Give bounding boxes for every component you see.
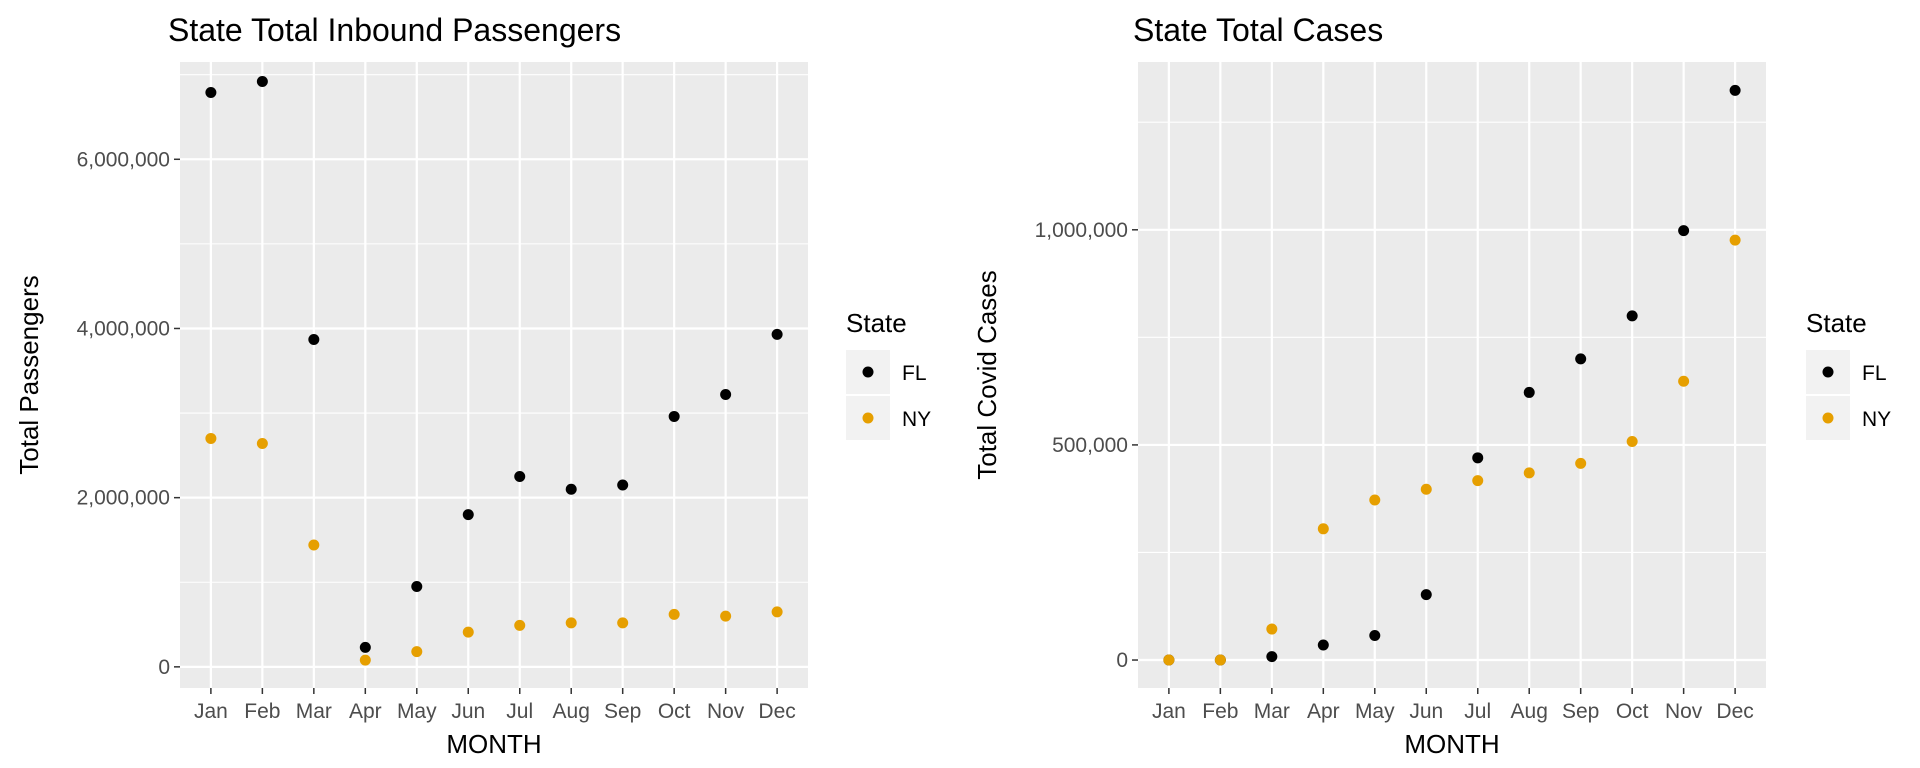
data-point-fl: [617, 479, 629, 491]
data-point-ny: [462, 626, 474, 638]
y-tick-label: 4,000,000: [77, 317, 170, 340]
plot-background: [180, 62, 808, 688]
x-tick-label: Mar: [1254, 700, 1290, 723]
data-point-ny: [205, 432, 217, 444]
data-point-ny: [308, 539, 320, 551]
y-tick-label: 1,000,000: [1035, 219, 1128, 242]
data-point-fl: [359, 641, 371, 653]
data-point-fl: [668, 410, 680, 422]
x-tick-label: Oct: [1616, 700, 1649, 723]
data-point-fl: [720, 388, 732, 400]
y-axis-title: Total Covid Cases: [972, 270, 1002, 480]
x-tick-label: May: [1355, 700, 1395, 723]
y-tick-label: 2,000,000: [77, 487, 170, 510]
data-point-ny: [1317, 523, 1329, 535]
x-axis-title: MONTH: [446, 729, 541, 759]
data-point-ny: [1523, 467, 1535, 479]
data-point-ny: [359, 654, 371, 666]
x-tick-label: Jan: [1152, 700, 1186, 723]
chart-title: State Total Inbound Passengers: [168, 12, 621, 48]
data-point-fl: [1729, 84, 1741, 96]
data-point-ny: [411, 646, 423, 658]
legend-key-ny: [862, 412, 874, 424]
data-point-fl: [1523, 386, 1535, 398]
legend-title: State: [1806, 308, 1867, 338]
x-tick-label: Mar: [296, 700, 332, 723]
x-tick-label: Nov: [707, 700, 745, 723]
data-point-fl: [514, 471, 526, 483]
data-point-ny: [565, 617, 577, 629]
data-point-fl: [462, 509, 474, 521]
data-point-fl: [411, 580, 423, 592]
data-point-ny: [1420, 483, 1432, 495]
cases-scatter-chart: State Total Cases 0 500,000 1,000,000 Jan Feb…: [972, 12, 1891, 759]
y-axis-title: Total Passengers: [14, 275, 44, 474]
legend-key-fl: [862, 366, 874, 378]
data-point-fl: [1317, 639, 1329, 651]
x-tick-label: Jul: [1464, 700, 1491, 723]
data-point-fl: [771, 328, 783, 340]
data-point-fl: [256, 75, 268, 87]
data-point-ny: [1214, 654, 1226, 666]
legend-label: FL: [902, 362, 927, 385]
data-point-ny: [1678, 375, 1690, 387]
passengers-chart-panel: State Total Inbound Passengers 0 2,000,000…: [14, 12, 931, 759]
chart-title: State Total Cases: [1133, 12, 1383, 48]
data-point-ny: [514, 619, 526, 631]
data-point-ny: [1472, 475, 1484, 487]
x-tick-label: Nov: [1665, 700, 1703, 723]
x-tick-label: Jul: [506, 700, 533, 723]
data-point-fl: [565, 483, 577, 495]
legend-label: NY: [1862, 408, 1891, 431]
y-tick-label: 6,000,000: [77, 148, 170, 171]
x-tick-label: Aug: [553, 700, 590, 723]
x-tick-label: Jun: [451, 700, 485, 723]
x-tick-label: Apr: [349, 700, 382, 723]
data-point-ny: [668, 608, 680, 620]
x-tick-label: Feb: [1202, 700, 1238, 723]
data-point-fl: [1420, 589, 1432, 601]
x-tick-label: Sep: [604, 700, 641, 723]
x-tick-label: Jun: [1409, 700, 1443, 723]
data-point-fl: [1575, 353, 1587, 365]
x-tick-label: Dec: [1716, 700, 1753, 723]
data-point-fl: [205, 86, 217, 98]
x-axis-title: MONTH: [1404, 729, 1499, 759]
legend-key-ny: [1822, 412, 1834, 424]
y-tick-label: 0: [1116, 649, 1128, 672]
data-point-ny: [771, 606, 783, 618]
x-tick-label: Sep: [1562, 700, 1599, 723]
data-point-ny: [1626, 435, 1638, 447]
x-tick-label: May: [397, 700, 437, 723]
data-point-ny: [1163, 654, 1175, 666]
x-tick-label: Jan: [194, 700, 228, 723]
plot-background: [1138, 62, 1766, 688]
legend-key-fl: [1822, 366, 1834, 378]
data-point-fl: [1678, 225, 1690, 237]
x-tick-label: Aug: [1511, 700, 1548, 723]
cases-chart-panel: State Total Cases 0 500,000 1,000,000 Jan Feb…: [960, 0, 1920, 768]
x-tick-label: Feb: [244, 700, 280, 723]
data-point-fl: [1266, 651, 1278, 663]
data-point-ny: [1575, 457, 1587, 469]
y-tick-label: 0: [158, 656, 170, 679]
x-tick-label: Dec: [758, 700, 795, 723]
legend-label: NY: [902, 408, 931, 431]
legend-label: FL: [1862, 362, 1887, 385]
data-point-ny: [1266, 623, 1278, 635]
data-point-ny: [617, 617, 629, 629]
x-tick-label: Apr: [1307, 700, 1340, 723]
data-point-fl: [1369, 630, 1381, 642]
data-point-ny: [720, 610, 732, 622]
data-point-ny: [256, 438, 268, 450]
x-tick-label: Oct: [658, 700, 691, 723]
data-point-ny: [1369, 494, 1381, 506]
data-point-ny: [1729, 234, 1741, 246]
passengers-scatter-chart: State Total Inbound Passengers 0 2,000,000…: [14, 12, 931, 759]
legend-title: State: [846, 308, 907, 338]
data-point-fl: [308, 333, 320, 345]
data-point-fl: [1626, 310, 1638, 322]
data-point-fl: [1472, 452, 1484, 464]
y-tick-label: 500,000: [1052, 434, 1128, 457]
